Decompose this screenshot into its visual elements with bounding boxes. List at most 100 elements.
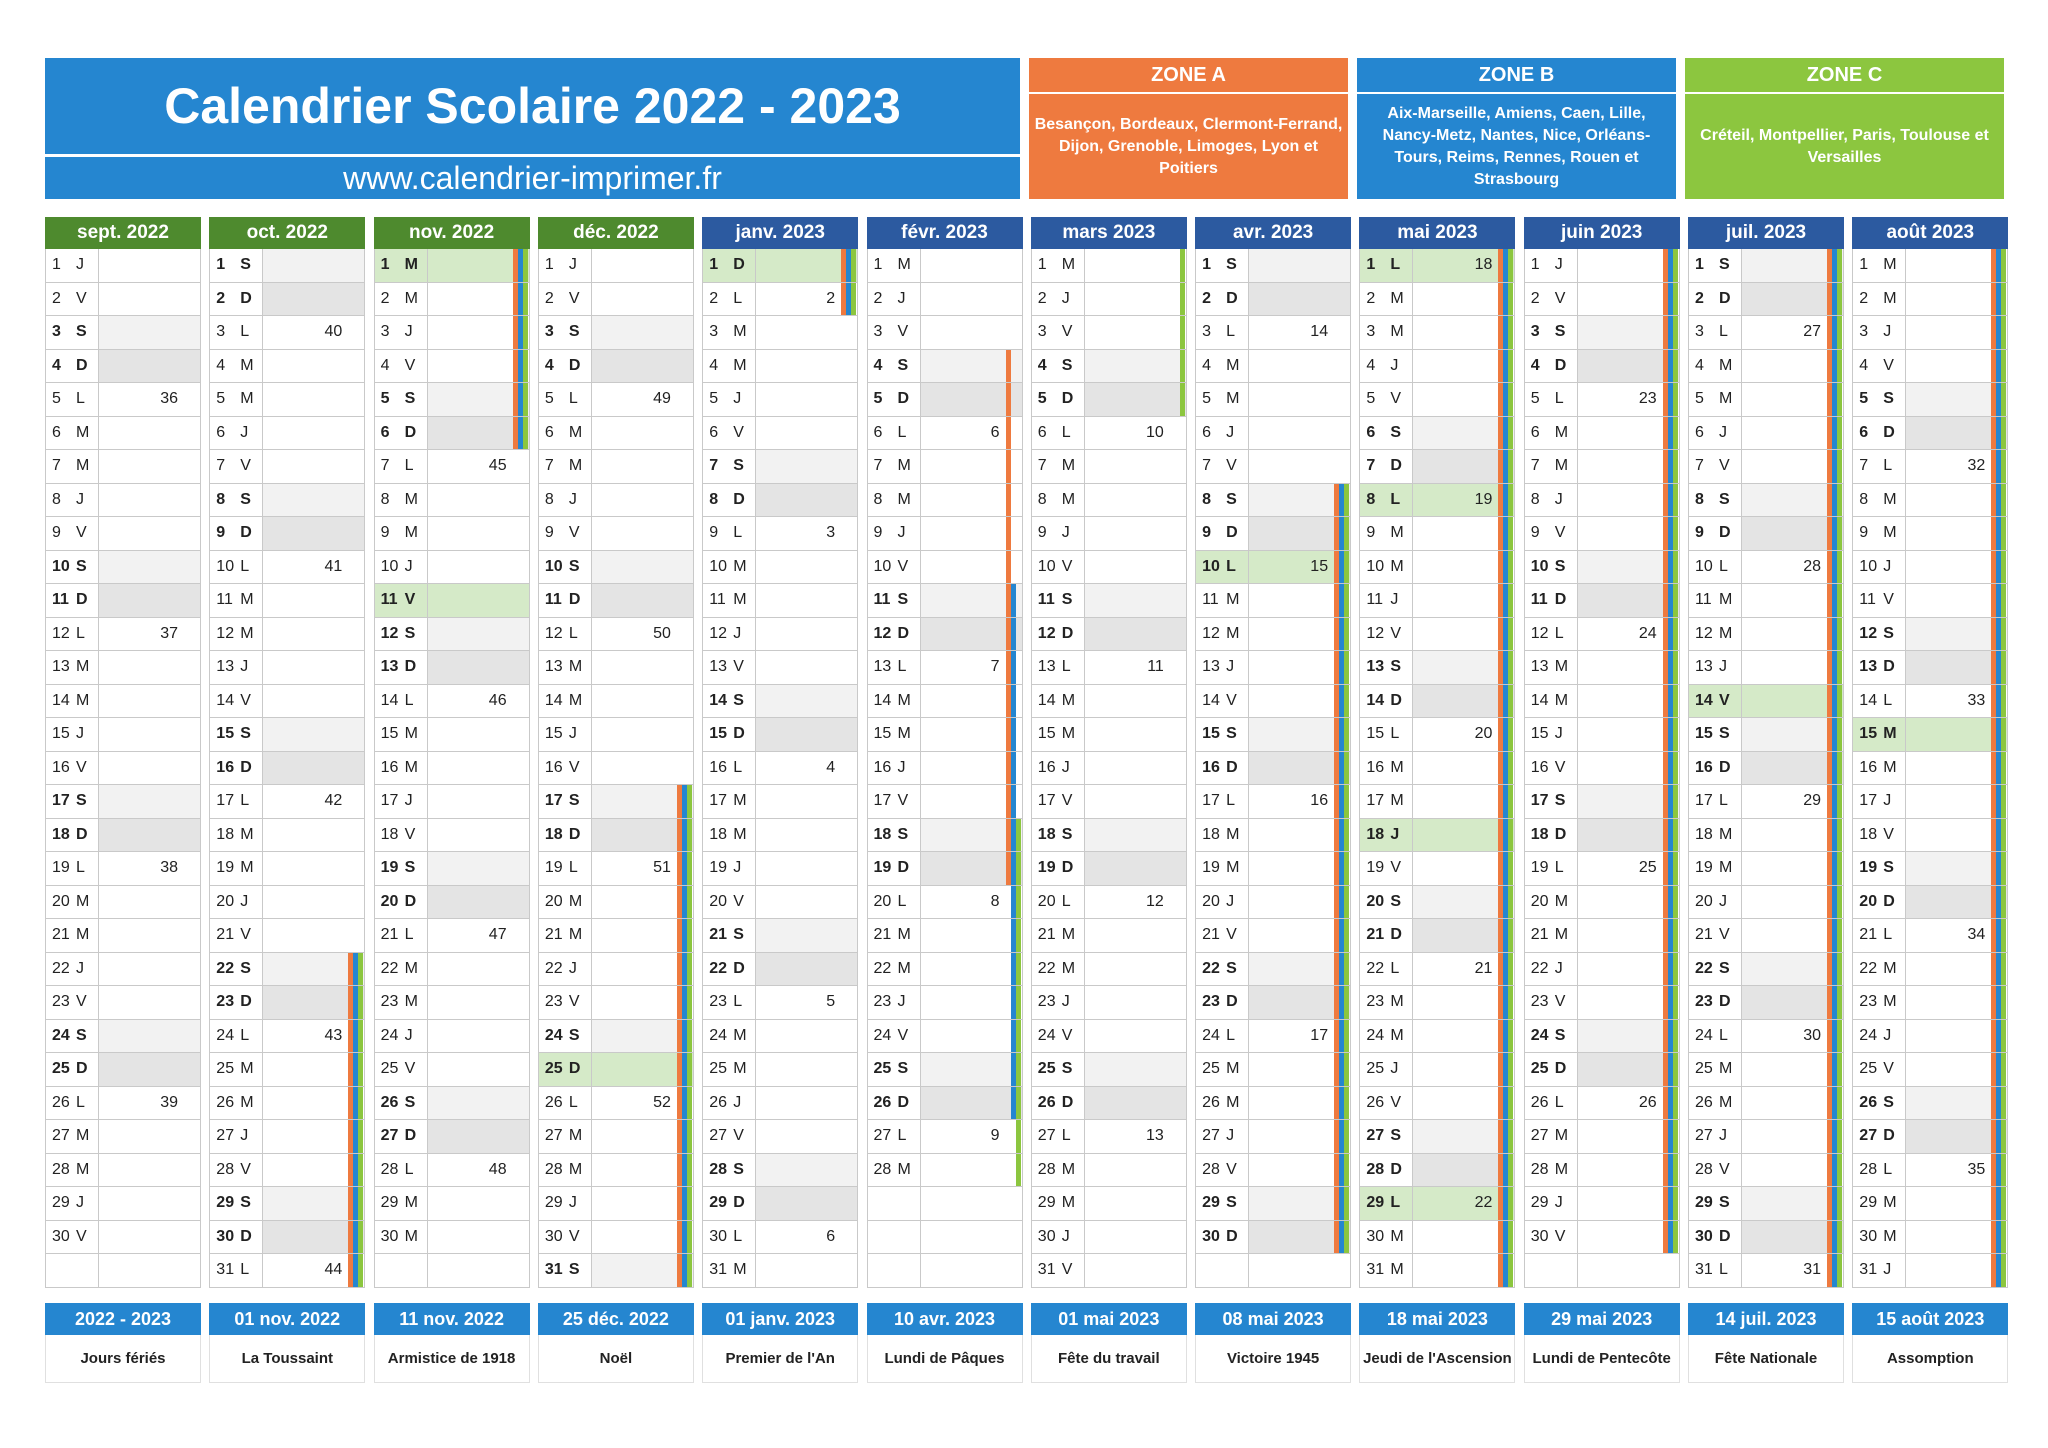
day-row[interactable]: 12 V [1359, 617, 1516, 651]
day-row[interactable]: 3 L 40 [209, 316, 366, 350]
day-row[interactable]: 11 D [45, 584, 201, 618]
day-row[interactable]: 29 S [1688, 1187, 1844, 1221]
day-row[interactable]: 28 L 35 [1852, 1153, 2009, 1187]
empty-day-cell[interactable] [373, 1254, 530, 1288]
day-row[interactable]: 21 S [702, 919, 859, 953]
day-row[interactable]: 12 L 24 [1523, 617, 1680, 651]
day-row[interactable]: 10 L 41 [209, 550, 366, 584]
day-row[interactable]: 12 D [866, 617, 1023, 651]
day-row[interactable]: 16 J [866, 751, 1023, 785]
day-row[interactable]: 30 D [209, 1220, 366, 1254]
day-row[interactable]: 21 V [1688, 919, 1844, 953]
day-row[interactable]: 24 L 30 [1688, 1019, 1844, 1053]
day-row[interactable]: 16 D [1688, 751, 1844, 785]
day-row[interactable]: 21 M [537, 919, 694, 953]
day-row[interactable]: 23 J [866, 986, 1023, 1020]
day-row[interactable]: 28 V [1688, 1153, 1844, 1187]
day-row[interactable]: 20 S [1359, 885, 1516, 919]
day-row[interactable]: 19 M [209, 852, 366, 886]
day-row[interactable]: 19 J [702, 852, 859, 886]
day-row[interactable]: 18 D [1523, 818, 1680, 852]
day-row[interactable]: 10 J [1852, 550, 2009, 584]
day-row[interactable]: 27 L 9 [866, 1120, 1023, 1154]
day-row[interactable]: 17 L 29 [1688, 785, 1844, 819]
day-row[interactable]: 12 J [702, 617, 859, 651]
day-row[interactable]: 29 M [1030, 1187, 1187, 1221]
day-row[interactable]: 14 M [537, 684, 694, 718]
day-row[interactable]: 20 D [373, 885, 530, 919]
day-row[interactable]: 13 S [1359, 651, 1516, 685]
empty-day-cell[interactable] [1195, 1254, 1352, 1288]
day-row[interactable]: 30 D [1688, 1220, 1844, 1254]
day-row[interactable]: 22 M [1852, 952, 2009, 986]
day-row[interactable]: 18 D [45, 818, 201, 852]
day-row[interactable]: 30 M [1359, 1220, 1516, 1254]
day-row[interactable]: 24 M [1359, 1019, 1516, 1053]
day-row[interactable]: 29 L 22 [1359, 1187, 1516, 1221]
day-row[interactable]: 20 L 12 [1030, 885, 1187, 919]
day-row[interactable]: 23 V [45, 986, 201, 1020]
day-row[interactable]: 27 J [1195, 1120, 1352, 1154]
day-row[interactable]: 15 S [1688, 718, 1844, 752]
day-row[interactable]: 23 M [1359, 986, 1516, 1020]
day-row[interactable]: 19 S [373, 852, 530, 886]
day-row[interactable]: 13 M [1523, 651, 1680, 685]
day-row[interactable]: 26 M [1688, 1086, 1844, 1120]
day-row[interactable]: 18 M [1688, 818, 1844, 852]
day-row[interactable]: 13 V [702, 651, 859, 685]
day-row[interactable]: 22 J [45, 952, 201, 986]
day-row[interactable]: 25 S [1030, 1053, 1187, 1087]
day-row[interactable]: 21 D [1359, 919, 1516, 953]
day-row[interactable]: 14 S [702, 684, 859, 718]
day-row[interactable]: 17 V [1030, 785, 1187, 819]
day-row[interactable]: 17 L 42 [209, 785, 366, 819]
day-row[interactable]: 20 J [1195, 885, 1352, 919]
day-row[interactable]: 30 M [1852, 1220, 2009, 1254]
day-row[interactable]: 24 V [866, 1019, 1023, 1053]
day-row[interactable]: 16 L 4 [702, 751, 859, 785]
day-row[interactable]: 22 S [1195, 952, 1352, 986]
day-row[interactable]: 20 V [702, 885, 859, 919]
day-row[interactable]: 23 V [537, 986, 694, 1020]
day-row[interactable]: 10 J [373, 550, 530, 584]
day-row[interactable]: 29 M [373, 1187, 530, 1221]
day-row[interactable]: 13 D [1852, 651, 2009, 685]
day-row[interactable]: 17 V [866, 785, 1023, 819]
day-row[interactable]: 13 J [1195, 651, 1352, 685]
day-row[interactable]: 25 D [1523, 1053, 1680, 1087]
day-row[interactable]: 28 M [866, 1153, 1023, 1187]
day-row[interactable]: 27 L 13 [1030, 1120, 1187, 1154]
day-row[interactable]: 27 V [702, 1120, 859, 1154]
day-row[interactable]: 31 M [702, 1254, 859, 1288]
day-row[interactable]: 30 D [1195, 1220, 1352, 1254]
day-row[interactable]: 25 M [702, 1053, 859, 1087]
day-row[interactable]: 22 M [866, 952, 1023, 986]
day-row[interactable]: 20 M [1523, 885, 1680, 919]
day-row[interactable]: 14 V [1195, 684, 1352, 718]
day-row[interactable]: 21 V [1195, 919, 1352, 953]
day-row[interactable]: 18 S [866, 818, 1023, 852]
day-row[interactable]: 19 L 25 [1523, 852, 1680, 886]
day-row[interactable]: 14 M [1030, 684, 1187, 718]
